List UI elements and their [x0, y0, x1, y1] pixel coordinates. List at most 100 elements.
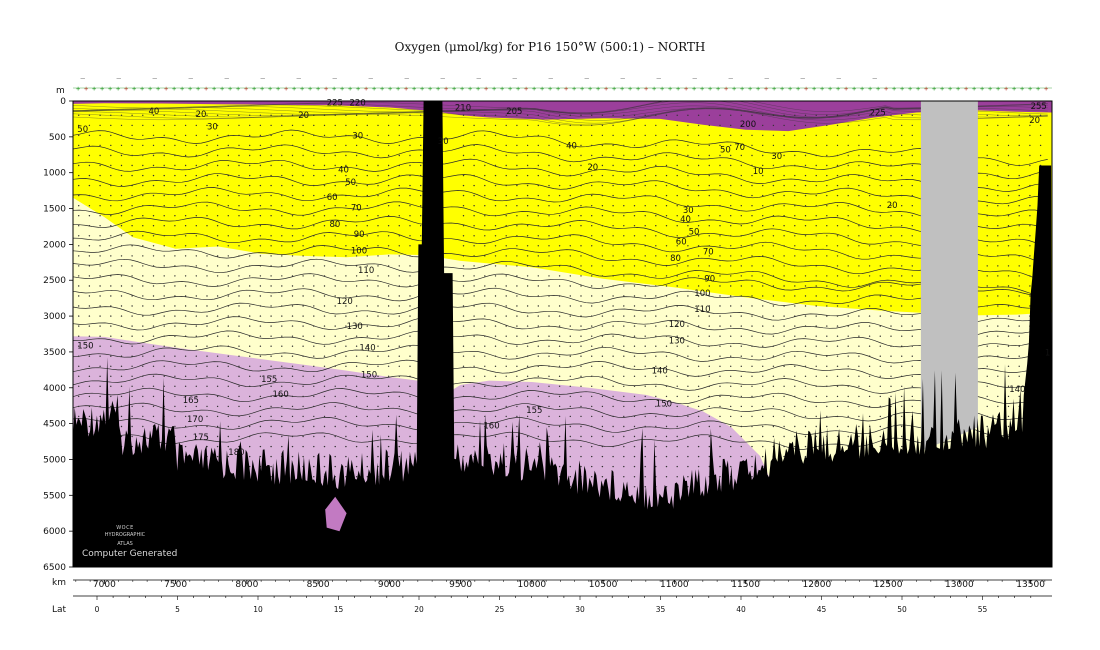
- sample-dot: [302, 435, 304, 438]
- sample-dot: [152, 415, 155, 418]
- sample-dot: [804, 335, 807, 337]
- sample-dot: [623, 215, 625, 217]
- sample-dot: [302, 245, 304, 247]
- sample-dot: [601, 235, 604, 237]
- sample-dot: [580, 415, 582, 418]
- sample-dot: [740, 435, 742, 438]
- contour-label: 150: [656, 399, 672, 409]
- sample-dot: [152, 385, 155, 387]
- sample-dot: [345, 365, 347, 367]
- sample-dot: [858, 415, 860, 418]
- sample-dot: [184, 415, 187, 418]
- sample-dot: [259, 114, 262, 117]
- sample-dot: [697, 245, 700, 247]
- sample-dot: [644, 415, 646, 418]
- sample-dot: [131, 285, 133, 287]
- sample-dot: [558, 174, 561, 177]
- sample-dot: [558, 415, 561, 418]
- sample-dot: [473, 144, 475, 147]
- sample-dot: [206, 184, 208, 187]
- sample-dot: [398, 295, 400, 297]
- sample-dot: [911, 144, 913, 147]
- sample-dot: [858, 275, 860, 277]
- sample-dot: [216, 375, 219, 377]
- sample-dot: [355, 476, 358, 478]
- sample-dot: [623, 154, 625, 157]
- sample-dot: [708, 405, 710, 408]
- sample-dot: [377, 365, 379, 367]
- sample-dot: [142, 425, 144, 428]
- sample-dot: [676, 285, 678, 287]
- sample-dot: [216, 305, 219, 307]
- sample-dot: [259, 285, 262, 287]
- sample-dot: [1029, 144, 1031, 147]
- sample-dot: [398, 174, 400, 177]
- sample-dot: [836, 154, 839, 157]
- sample-dot: [623, 325, 625, 327]
- sample-dot: [355, 445, 358, 448]
- sample-dot: [409, 395, 411, 398]
- contour-label: 80: [670, 254, 681, 264]
- sample-dot: [879, 184, 881, 187]
- sample-dot: [526, 425, 529, 428]
- sample-dot: [623, 335, 625, 337]
- sample-dot: [377, 164, 379, 167]
- sample-dot: [291, 295, 294, 297]
- sample-dot: [355, 425, 358, 428]
- sample-dot: [751, 285, 753, 287]
- station-number: ∣: [224, 78, 230, 80]
- sample-dot: [794, 265, 796, 267]
- sample-dot: [644, 225, 646, 227]
- sample-dot: [708, 305, 710, 307]
- sample-dot: [398, 134, 400, 137]
- sample-dot: [537, 154, 539, 157]
- sample-dot: [259, 235, 262, 237]
- x-axis-unit: km: [52, 578, 66, 588]
- sample-dot: [238, 205, 240, 207]
- sample-dot: [377, 345, 379, 347]
- sample-dot: [120, 164, 123, 167]
- sample-dot: [740, 205, 742, 207]
- sample-dot: [676, 215, 678, 217]
- sample-dot: [323, 255, 326, 257]
- sample-dot: [708, 114, 710, 117]
- sample-dot: [612, 415, 614, 418]
- sample-dot: [1029, 235, 1031, 237]
- sample-dot: [259, 325, 262, 327]
- sample-dot: [1029, 215, 1031, 217]
- sample-dot: [494, 435, 497, 438]
- sample-dot: [174, 184, 176, 187]
- sample-dot: [655, 174, 657, 177]
- contour-line: [73, 173, 1048, 206]
- sample-dot: [99, 124, 101, 127]
- sample-dot: [751, 275, 753, 277]
- sample-dot: [890, 345, 892, 347]
- sample-dot: [484, 305, 486, 307]
- sample-dot: [697, 255, 700, 257]
- sample-dot: [740, 295, 742, 297]
- sample-dot: [836, 174, 839, 177]
- sample-dot: [323, 285, 326, 287]
- sample-dot: [558, 385, 561, 387]
- sample-dot: [804, 235, 807, 237]
- sample-dot: [345, 265, 347, 267]
- sample-dot: [377, 395, 379, 398]
- sample-dot: [847, 415, 849, 418]
- sample-dot: [462, 285, 465, 287]
- sample-dot: [323, 395, 326, 398]
- station-marker: +: [652, 85, 656, 93]
- contour-label: 225: [327, 98, 343, 108]
- sample-dot: [708, 435, 710, 438]
- sample-dot: [537, 305, 539, 307]
- sample-dot: [537, 315, 539, 317]
- sample-dot: [78, 395, 80, 398]
- sample-dot: [195, 144, 197, 147]
- sample-dot: [323, 365, 326, 367]
- sample-dot: [473, 235, 475, 237]
- sample-dot: [826, 205, 828, 207]
- sample-dot: [78, 415, 80, 418]
- sample-dot: [238, 385, 240, 387]
- sample-dot: [623, 184, 625, 187]
- sample-dot: [516, 154, 518, 157]
- sample-dot: [783, 355, 785, 357]
